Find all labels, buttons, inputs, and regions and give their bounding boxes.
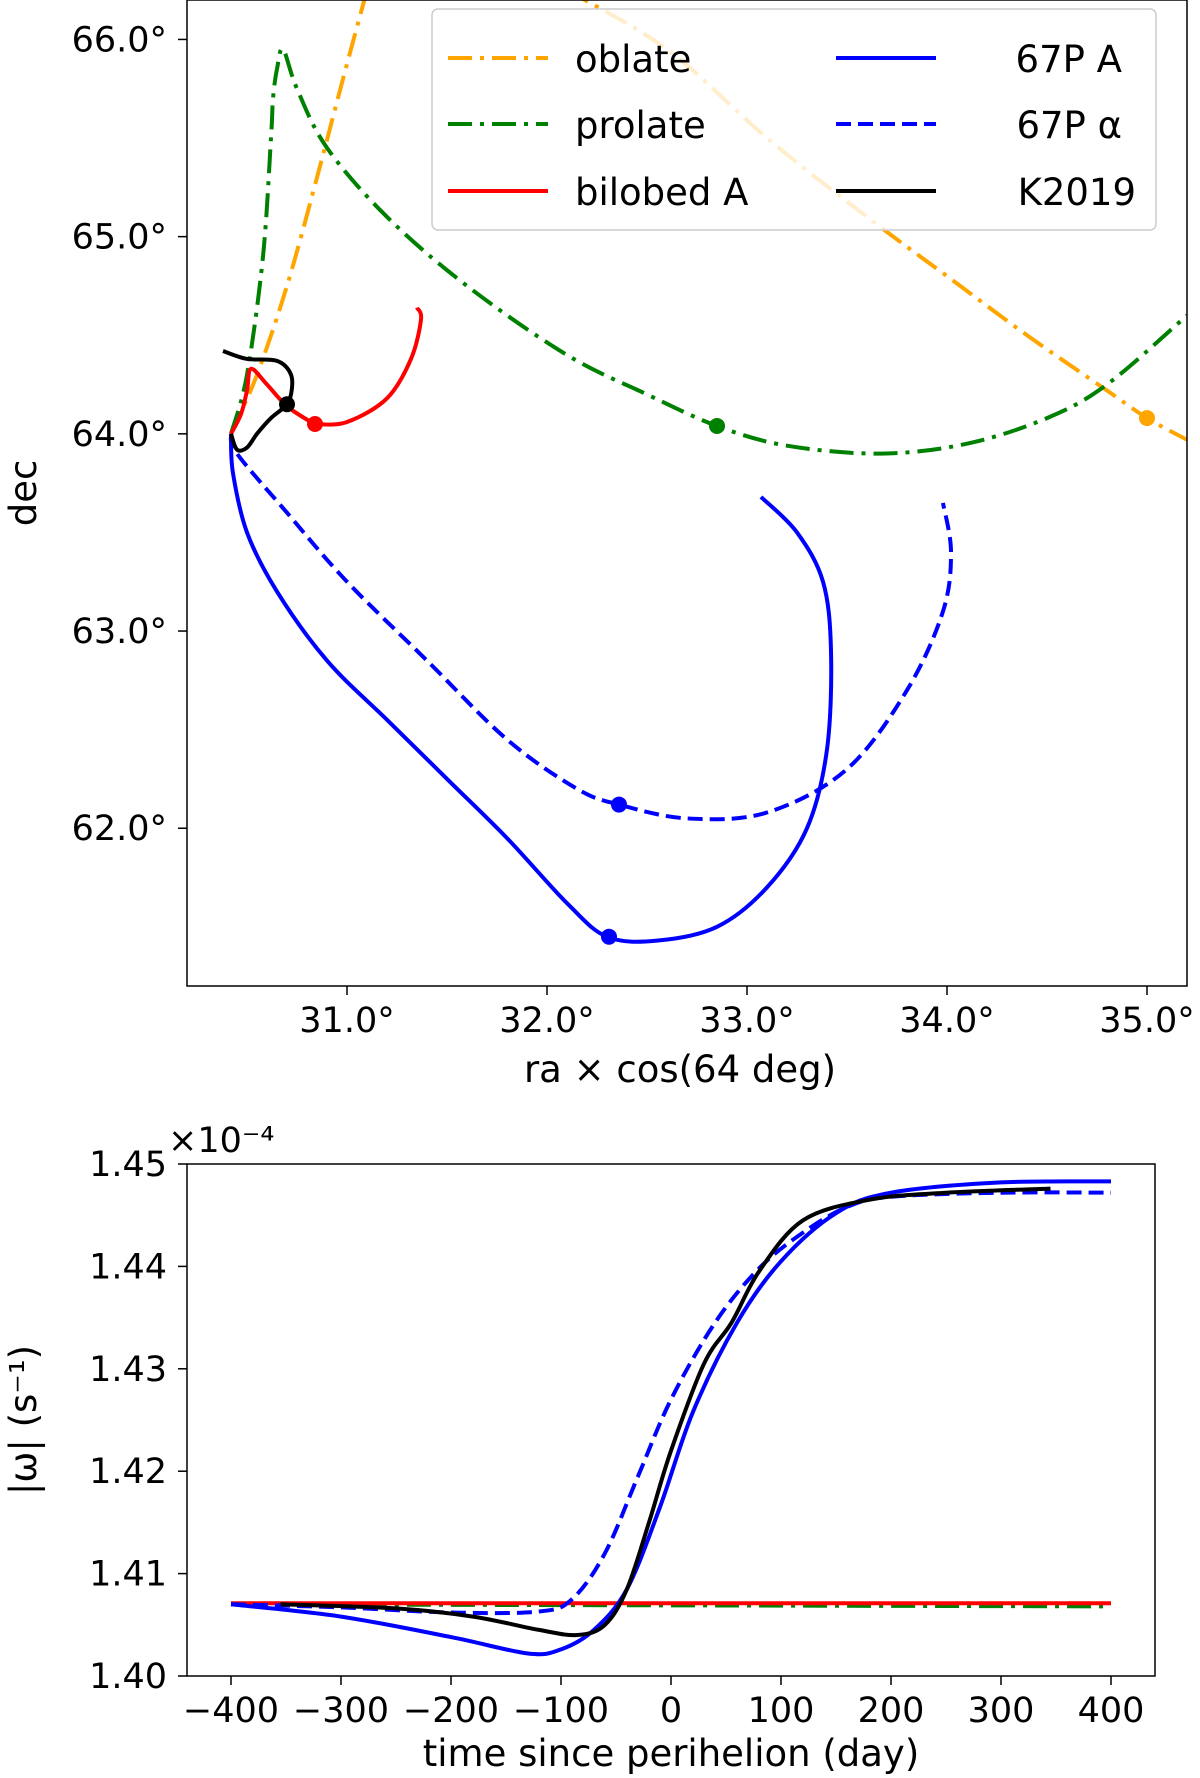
bottom-plot-x-tick-label: −300 (293, 1691, 389, 1731)
top-plot-x-tick-label: 34.0° (899, 1001, 994, 1041)
legend-label-prolate: prolate (575, 104, 706, 147)
top-plot-y-ticks: 62.0° 63.0° 64.0° 65.0° 66.0° (72, 20, 187, 849)
top-plot-x-tick-label: 31.0° (299, 1001, 394, 1041)
top-plot-x-ticks: 31.0° 32.0° 33.0° 34.0° 35.0° (299, 986, 1195, 1041)
top-plot-markers (279, 396, 1155, 945)
top-plot-marker-bilobed-a (307, 415, 323, 432)
legend-label-67p-alpha: 67P α (1016, 104, 1122, 147)
legend-entry-bilobed-a: bilobed A (448, 171, 749, 214)
top-plot-y-axis-label: dec (2, 460, 45, 527)
bottom-plot-series-67p-alpha (230, 1190, 1112, 1616)
bottom-plot-series (230, 1179, 1112, 1657)
top-plot-series-67p-alpha (228, 433, 953, 822)
bottom-plot-x-ticks: −400 −300 −200 −100 0 100 200 300 400 (183, 1676, 1144, 1731)
legend-entry-67p-a: 67P A (836, 38, 1122, 81)
top-plot-x-tick-label: 32.0° (499, 1001, 594, 1041)
legend: oblate prolate bilobed A 67P A 67P α K20… (431, 8, 1157, 231)
legend-entry-oblate: oblate (448, 38, 691, 81)
top-plot-frame (186, 0, 1188, 987)
bottom-plot-series-k2019 (280, 1186, 1051, 1638)
bottom-plot-x-tick-label: 0 (660, 1691, 682, 1731)
bottom-plot-x-tick-label: 100 (748, 1691, 815, 1731)
top-plot-series-67p-a (229, 433, 834, 944)
top-plot-pole-trajectory: 31.0° 32.0° 33.0° 34.0° 35.0° 62.0° 63.0° 64.0… (2, 0, 1195, 1091)
top-plot-x-axis-label: ra × cos(64 deg) (524, 1048, 836, 1091)
bottom-plot-x-axis-label: time since perihelion (day) (423, 1732, 920, 1775)
top-plot-y-tick-label: 63.0° (72, 612, 167, 652)
legend-label-bilobed-a: bilobed A (575, 171, 749, 214)
bottom-plot-frame (186, 1163, 1156, 1677)
legend-entry-k2019: K2019 (836, 171, 1136, 214)
bottom-plot-y-tick-label: 1.43 (89, 1350, 167, 1390)
top-plot-marker-67p-alpha (611, 796, 627, 813)
top-plot-y-tick-label: 62.0° (72, 809, 167, 849)
bottom-plot-x-tick-label: 300 (968, 1691, 1035, 1731)
bottom-plot-x-tick-label: −200 (403, 1691, 499, 1731)
top-plot-marker-k2019 (279, 396, 295, 413)
bottom-plot-x-tick-label: 400 (1078, 1691, 1145, 1731)
legend-box (431, 8, 1157, 231)
top-plot-y-tick-label: 66.0° (72, 20, 167, 60)
top-plot-x-tick-label: 35.0° (1099, 1001, 1194, 1041)
bottom-plot-y-tick-label: 1.42 (89, 1452, 167, 1492)
legend-label-k2019: K2019 (1018, 171, 1136, 214)
top-plot-series-bilobed-a (229, 306, 424, 435)
bottom-plot-y-ticks: 1.40 1.41 1.42 1.43 1.44 1.45 (89, 1145, 187, 1697)
bottom-plot-y-tick-label: 1.41 (89, 1555, 167, 1595)
bottom-plot-y-tick-label: 1.45 (89, 1145, 167, 1185)
top-plot-marker-67p-a (601, 928, 617, 945)
bottom-plot-y-tick-label: 1.44 (89, 1247, 167, 1287)
bottom-plot-offset-label: ×10⁻⁴ (168, 1121, 274, 1161)
top-plot-y-tick-label: 65.0° (72, 218, 167, 258)
top-plot-marker-prolate (709, 417, 725, 434)
bottom-plot-x-tick-label: 200 (858, 1691, 925, 1731)
legend-label-67p-a: 67P A (1016, 38, 1122, 81)
legend-entry-prolate: prolate (448, 104, 706, 147)
bottom-plot-series-67p-a (230, 1179, 1112, 1657)
top-plot-marker-oblate (1139, 410, 1155, 427)
legend-entry-67p-alpha: 67P α (836, 104, 1122, 147)
legend-label-oblate: oblate (575, 38, 691, 81)
bottom-plot-y-axis-label: |ω| (s⁻¹) (2, 1345, 45, 1495)
bottom-plot-angular-velocity: −400 −300 −200 −100 0 100 200 300 400 1.401.411.… (2, 1121, 1156, 1775)
top-plot-x-tick-label: 33.0° (699, 1001, 794, 1041)
bottom-plot-x-tick-label: −400 (183, 1691, 279, 1731)
top-plot-y-tick-label: 64.0° (72, 415, 167, 455)
bottom-plot-x-tick-label: −100 (513, 1691, 609, 1731)
bottom-plot-y-tick-label: 1.40 (89, 1657, 167, 1697)
top-plot-series-prolate (229, 46, 1187, 456)
